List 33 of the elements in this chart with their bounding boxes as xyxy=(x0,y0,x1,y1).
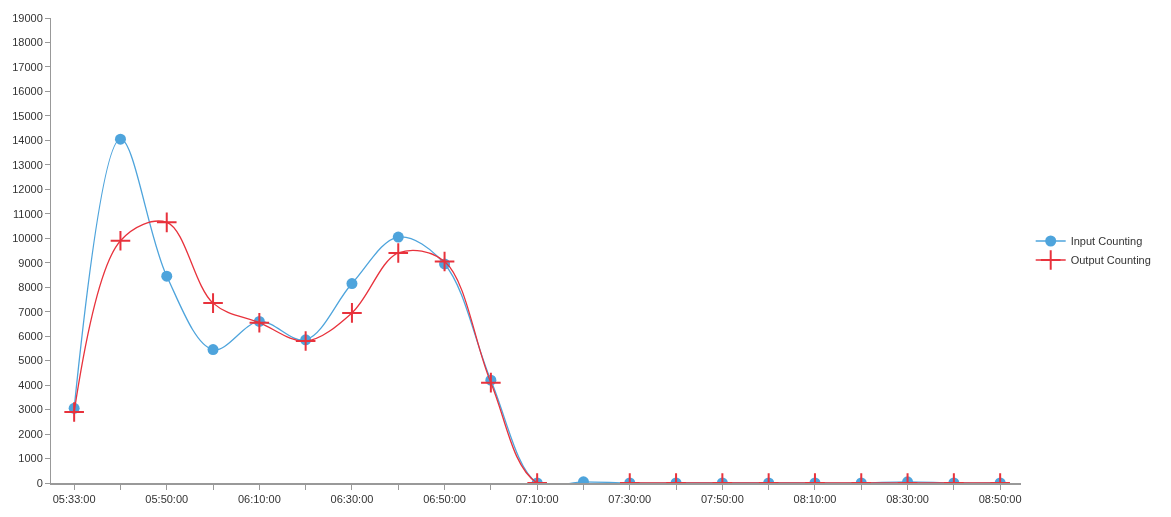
y-tick-label: 11000 xyxy=(13,207,43,220)
legend-label: Output Counting xyxy=(1070,254,1151,267)
y-tick-label: 1000 xyxy=(18,452,43,465)
y-tick-label: 15000 xyxy=(12,109,43,122)
x-tick-label: 08:10:00 xyxy=(793,493,837,506)
x-tick-label: 08:30:00 xyxy=(886,493,929,506)
y-tick-label: 7000 xyxy=(18,305,43,318)
y-tick-label: 4000 xyxy=(18,378,43,391)
y-tick-label: 2000 xyxy=(18,427,43,440)
x-tick-label: 07:10:00 xyxy=(515,493,559,506)
y-tick-label: 5000 xyxy=(18,354,43,367)
y-tick-label: 16000 xyxy=(12,85,43,98)
x-tick-label: 06:50:00 xyxy=(423,493,466,506)
x-tick-label: 07:30:00 xyxy=(608,493,652,506)
y-tick-label: 9000 xyxy=(18,256,43,269)
x-tick-label: 06:10:00 xyxy=(237,493,281,506)
y-tick-label: 8000 xyxy=(18,281,43,294)
x-tick-label: 07:50:00 xyxy=(700,493,744,506)
y-tick-label: 19000 xyxy=(12,11,43,24)
x-tick-label: 05:50:00 xyxy=(145,493,189,506)
y-tick-label: 3000 xyxy=(18,403,43,416)
y-tick-label: 18000 xyxy=(12,36,43,49)
y-tick-label: 6000 xyxy=(18,330,43,343)
x-tick-label: 08:50:00 xyxy=(978,493,1022,506)
legend-label: Input Counting xyxy=(1070,235,1143,248)
y-tick-label: 0 xyxy=(36,476,43,489)
x-tick-label: 05:33:00 xyxy=(52,493,96,506)
y-tick-label: 12000 xyxy=(12,183,43,196)
y-tick-label: 10000 xyxy=(12,232,43,245)
y-tick-label: 14000 xyxy=(12,134,43,147)
y-tick-label: 13000 xyxy=(12,158,43,171)
x-tick-label: 06:30:00 xyxy=(330,493,374,506)
y-tick-label: 17000 xyxy=(12,60,43,73)
